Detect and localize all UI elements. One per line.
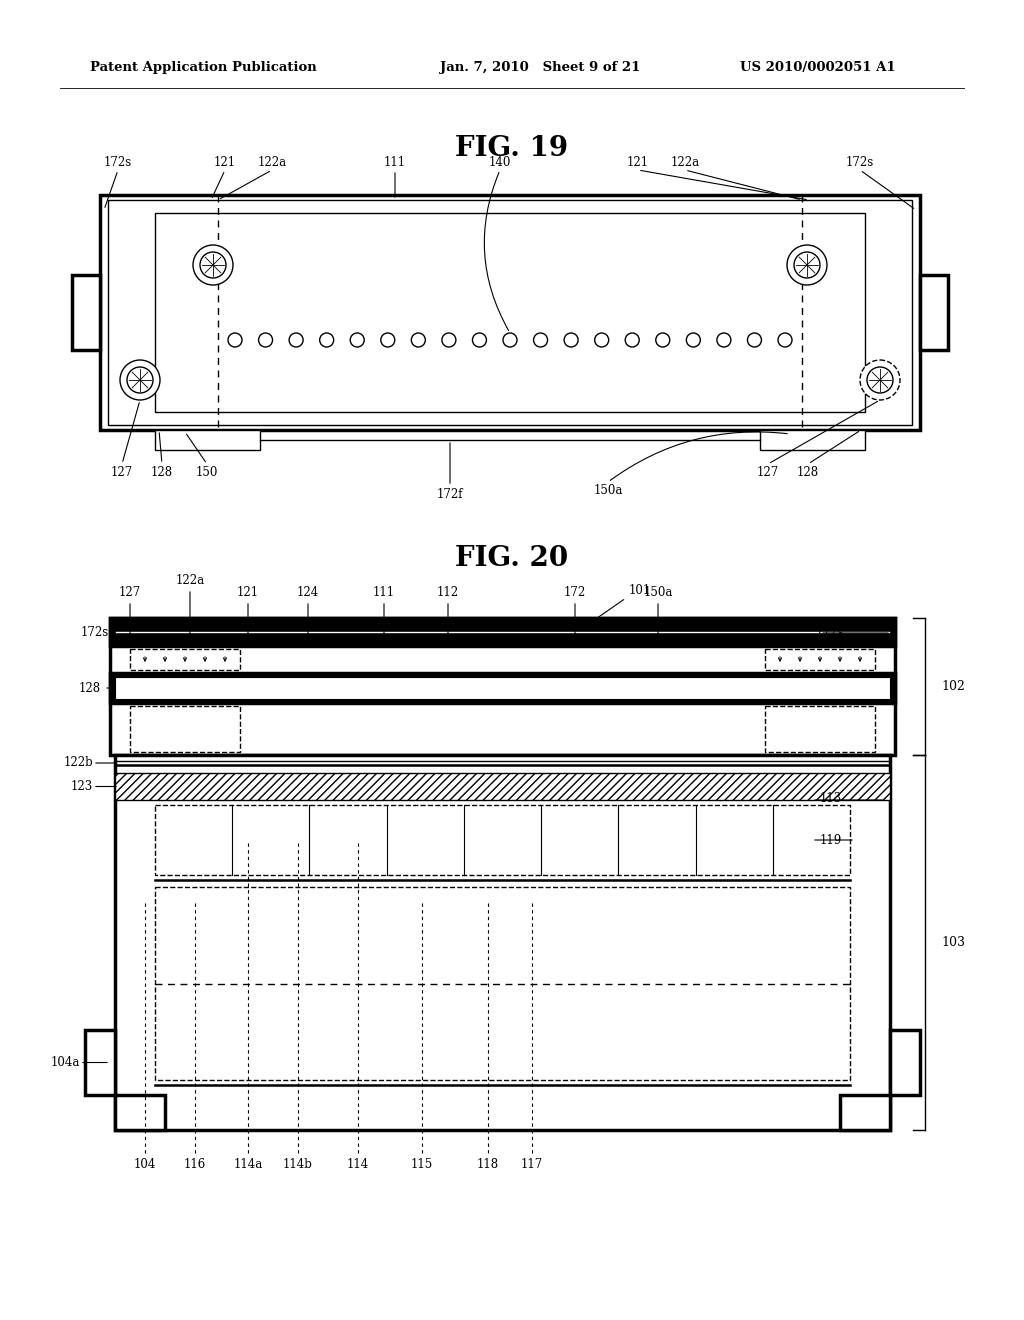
Text: 112: 112 xyxy=(437,586,459,599)
Text: 140: 140 xyxy=(488,156,511,169)
Bar xyxy=(840,1096,890,1130)
Text: 128: 128 xyxy=(151,466,173,479)
Text: 104a: 104a xyxy=(50,1056,80,1069)
Bar xyxy=(155,213,865,412)
Bar xyxy=(890,1030,920,1096)
Text: 124: 124 xyxy=(297,586,319,599)
Circle shape xyxy=(127,367,153,393)
Text: 150a: 150a xyxy=(593,483,623,496)
Text: 172s: 172s xyxy=(103,156,132,169)
Bar xyxy=(110,618,895,645)
Bar xyxy=(130,706,240,752)
Text: 172f: 172f xyxy=(437,487,463,500)
Bar xyxy=(72,275,100,350)
Text: 127: 127 xyxy=(119,586,141,599)
Text: Jan. 7, 2010   Sheet 9 of 21: Jan. 7, 2010 Sheet 9 of 21 xyxy=(440,62,640,74)
Bar xyxy=(760,430,865,450)
Bar xyxy=(115,677,890,700)
Text: 101: 101 xyxy=(629,583,651,597)
Text: 127: 127 xyxy=(757,466,779,479)
Text: 115: 115 xyxy=(411,1159,433,1172)
Circle shape xyxy=(860,360,900,400)
Text: 114a: 114a xyxy=(233,1159,262,1172)
Text: FIG. 19: FIG. 19 xyxy=(456,135,568,161)
Text: 111: 111 xyxy=(373,586,395,599)
Circle shape xyxy=(794,252,820,279)
Text: 150: 150 xyxy=(196,466,218,479)
Text: 114b: 114b xyxy=(283,1159,313,1172)
Text: 172: 172 xyxy=(564,586,586,599)
Circle shape xyxy=(193,246,233,285)
Bar xyxy=(110,618,895,755)
Bar xyxy=(155,887,850,1080)
Text: 117: 117 xyxy=(521,1159,543,1172)
Text: 113: 113 xyxy=(820,792,843,804)
Bar xyxy=(130,649,240,671)
Bar xyxy=(115,774,890,800)
Text: 123: 123 xyxy=(71,780,93,793)
Bar xyxy=(155,430,260,450)
Text: 114: 114 xyxy=(347,1159,369,1172)
Circle shape xyxy=(120,360,160,400)
Text: 122a: 122a xyxy=(671,156,699,169)
Text: 150a: 150a xyxy=(643,586,673,599)
Circle shape xyxy=(787,246,827,285)
Text: 122a: 122a xyxy=(175,574,205,587)
Bar xyxy=(155,805,850,875)
Text: 118: 118 xyxy=(477,1159,499,1172)
Text: 103: 103 xyxy=(941,936,965,949)
Text: 102: 102 xyxy=(941,680,965,693)
Circle shape xyxy=(200,252,226,279)
Bar xyxy=(920,275,948,350)
Text: 122a: 122a xyxy=(257,156,287,169)
Text: 172s: 172s xyxy=(81,627,110,639)
Bar xyxy=(765,649,874,671)
Text: 121: 121 xyxy=(214,156,237,169)
Bar xyxy=(110,673,895,704)
Text: 104: 104 xyxy=(134,1159,157,1172)
Text: 121: 121 xyxy=(237,586,259,599)
Text: 172s: 172s xyxy=(816,627,844,639)
Text: 116: 116 xyxy=(184,1159,206,1172)
Bar xyxy=(108,201,912,425)
Text: 121: 121 xyxy=(627,156,649,169)
Bar xyxy=(100,195,920,430)
Text: 172s: 172s xyxy=(846,156,874,169)
Text: US 2010/0002051 A1: US 2010/0002051 A1 xyxy=(740,62,896,74)
Text: 111: 111 xyxy=(384,156,407,169)
Text: Patent Application Publication: Patent Application Publication xyxy=(90,62,316,74)
Bar xyxy=(85,1030,115,1096)
Text: 122b: 122b xyxy=(63,756,93,770)
Text: 128: 128 xyxy=(79,681,101,694)
Text: 127: 127 xyxy=(111,466,133,479)
Bar xyxy=(115,755,890,1130)
Text: 119: 119 xyxy=(820,833,843,846)
Bar xyxy=(115,1096,165,1130)
Text: 128: 128 xyxy=(797,466,819,479)
Bar xyxy=(765,706,874,752)
Circle shape xyxy=(867,367,893,393)
Text: FIG. 20: FIG. 20 xyxy=(456,544,568,572)
